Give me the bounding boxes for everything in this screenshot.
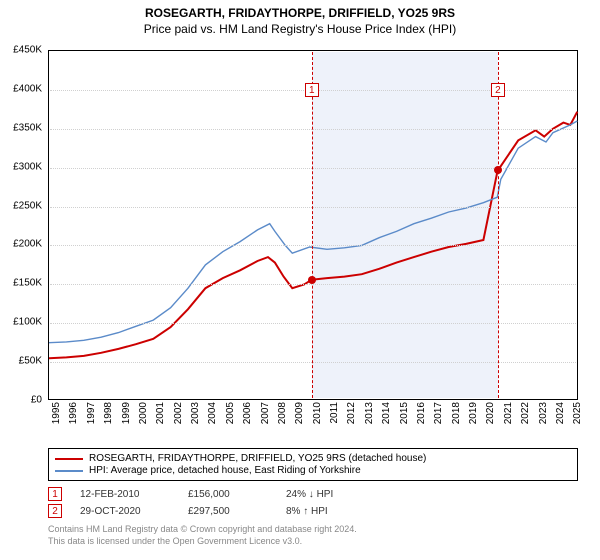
event-dot [308,276,316,284]
legend-label: ROSEGARTH, FRIDAYTHORPE, DRIFFIELD, YO25… [89,453,426,464]
event-delta: 24% ↓ HPI [286,489,386,500]
x-tick-label: 2004 [207,402,218,424]
x-tick-label: 1998 [103,402,114,424]
y-tick-label: £200K [13,239,42,250]
x-tick-label: 2003 [190,402,201,424]
x-tick-label: 2025 [572,402,583,424]
chart-subtitle: Price paid vs. HM Land Registry's House … [0,22,600,36]
y-tick-label: £400K [13,83,42,94]
x-tick-label: 2022 [520,402,531,424]
x-tick-label: 2023 [538,402,549,424]
event-delta: 8% ↑ HPI [286,506,386,517]
x-tick-label: 2011 [329,402,340,424]
y-tick-label: £250K [13,200,42,211]
event-price: £297,500 [188,506,268,517]
x-tick-label: 2016 [416,402,427,424]
x-tick-label: 2000 [138,402,149,424]
event-marker-icon: 1 [48,487,62,501]
x-tick-label: 1999 [121,402,132,424]
footer-line: This data is licensed under the Open Gov… [48,536,578,548]
y-tick-label: £150K [13,278,42,289]
x-tick-label: 2002 [173,402,184,424]
event-vline [498,52,499,398]
event-row: 1 12-FEB-2010 £156,000 24% ↓ HPI [48,487,578,501]
event-vline [312,52,313,398]
x-tick-label: 2021 [503,402,514,424]
event-marker-icon: 2 [491,83,505,97]
y-tick-label: £350K [13,122,42,133]
x-tick-label: 1997 [86,402,97,424]
x-tick-label: 1996 [68,402,79,424]
legend-swatch [55,470,83,472]
x-tick-label: 2017 [433,402,444,424]
legend-swatch [55,458,83,460]
chart-title: ROSEGARTH, FRIDAYTHORPE, DRIFFIELD, YO25… [0,6,600,20]
legend-label: HPI: Average price, detached house, East… [89,465,361,476]
chart-area: 12 £0£50K£100K£150K£200K£250K£300K£350K£… [48,50,578,430]
x-tick-label: 2001 [155,402,166,424]
event-date: 12-FEB-2010 [80,489,170,500]
x-tick-label: 2014 [381,402,392,424]
event-table: 1 12-FEB-2010 £156,000 24% ↓ HPI 2 29-OC… [48,487,578,518]
x-tick-label: 2024 [555,402,566,424]
event-row: 2 29-OCT-2020 £297,500 8% ↑ HPI [48,504,578,518]
x-tick-label: 2019 [468,402,479,424]
event-price: £156,000 [188,489,268,500]
x-tick-label: 2018 [451,402,462,424]
x-tick-label: 2005 [225,402,236,424]
x-tick-label: 2020 [485,402,496,424]
y-tick-label: £0 [31,395,42,406]
legend-item: HPI: Average price, detached house, East… [55,465,571,476]
x-tick-label: 2015 [399,402,410,424]
footer-line: Contains HM Land Registry data © Crown c… [48,524,578,536]
event-date: 29-OCT-2020 [80,506,170,517]
event-marker-icon: 2 [48,504,62,518]
legend-item: ROSEGARTH, FRIDAYTHORPE, DRIFFIELD, YO25… [55,453,571,464]
y-tick-label: £50K [19,356,42,367]
x-tick-label: 2008 [277,402,288,424]
legend-and-footer: ROSEGARTH, FRIDAYTHORPE, DRIFFIELD, YO25… [48,448,578,547]
x-tick-label: 2006 [242,402,253,424]
event-marker-icon: 1 [305,83,319,97]
x-tick-label: 2009 [294,402,305,424]
legend-box: ROSEGARTH, FRIDAYTHORPE, DRIFFIELD, YO25… [48,448,578,481]
line-layer [49,51,579,401]
x-tick-label: 2010 [312,402,323,424]
y-tick-label: £100K [13,317,42,328]
x-tick-label: 1995 [51,402,62,424]
y-tick-label: £300K [13,161,42,172]
x-tick-label: 2012 [346,402,357,424]
plot: 12 [48,50,578,400]
y-tick-label: £450K [13,45,42,56]
x-tick-label: 2013 [364,402,375,424]
footer: Contains HM Land Registry data © Crown c… [48,524,578,547]
x-tick-label: 2007 [260,402,271,424]
event-dot [494,166,502,174]
